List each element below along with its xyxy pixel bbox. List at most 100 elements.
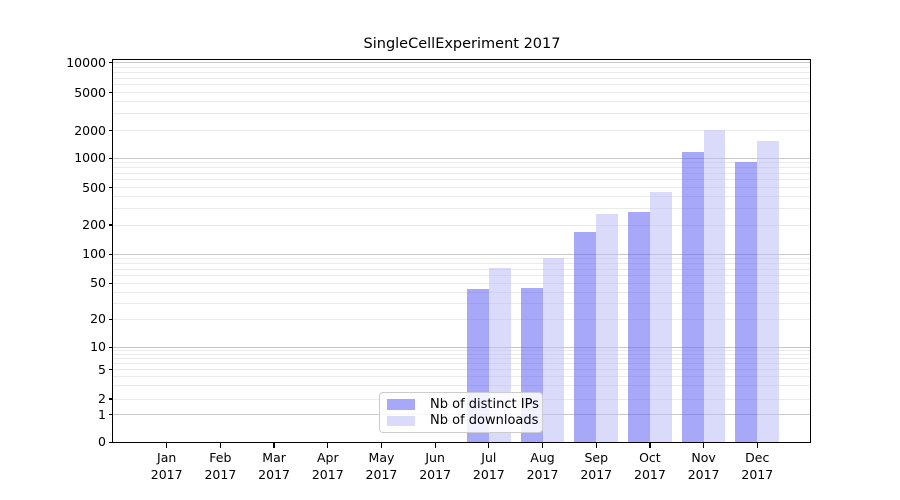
gridline-minor-2000: [113, 130, 810, 131]
x-tick-label-jan: Jan 2017: [150, 450, 183, 482]
x-tick-label-sep: Sep 2017: [580, 450, 613, 482]
gridline-minor-90: [113, 258, 810, 260]
gridline-minor-80: [113, 263, 810, 265]
y-tick-label-500: 500: [82, 179, 106, 195]
y-tick-label-5000: 5000: [74, 84, 106, 100]
x-tick-label-oct: Oct 2017: [634, 450, 666, 482]
gridline-minor-300: [113, 207, 810, 209]
bar-distinct-ips-oct: [628, 212, 650, 443]
bar-downloads-nov: [703, 129, 726, 443]
gridline-major-10000: [113, 62, 810, 64]
y-tick-mark-5: [108, 368, 113, 371]
gridline-minor-900: [113, 162, 810, 164]
x-tick-mark-apr: [327, 443, 329, 448]
x-tick-label-dec: Dec 2017: [741, 450, 774, 482]
x-tick-mark-jan: [166, 443, 168, 448]
y-tick-label-2: 2: [98, 391, 106, 406]
x-tick-mark-jun: [434, 443, 436, 448]
x-tick-mark-aug: [541, 443, 544, 448]
bar-distinct-ips-nov: [681, 151, 704, 443]
y-tick-mark-100: [108, 253, 113, 255]
y-tick-label-20: 20: [90, 311, 106, 327]
bar-distinct-ips-dec: [735, 162, 758, 443]
x-tick-label-apr: Apr 2017: [311, 450, 344, 482]
gridline-minor-4000: [113, 101, 810, 103]
x-tick-mark-mar: [273, 443, 275, 448]
x-tick-label-aug: Aug 2017: [526, 450, 559, 482]
gridline-minor-6: [113, 363, 810, 365]
gridline-minor-5: [113, 369, 810, 370]
gridline-minor-200: [113, 224, 810, 226]
y-tick-label-2000: 2000: [74, 122, 106, 138]
bar-downloads-aug: [542, 258, 565, 443]
y-tick-label-50: 50: [90, 275, 106, 291]
x-tick-label-feb: Feb 2017: [204, 450, 237, 482]
legend-label-distinct-ips: Nb of distinct IPs: [430, 396, 539, 412]
x-tick-mark-oct: [649, 443, 651, 448]
y-tick-mark-10000: [108, 62, 113, 64]
gridline-minor-600: [113, 179, 810, 181]
x-tick-mark-may: [380, 443, 383, 448]
gridline-minor-800: [113, 167, 810, 169]
y-tick-mark-200: [108, 224, 113, 226]
y-tick-label-1: 1: [98, 406, 106, 422]
bar-downloads-oct: [649, 191, 672, 443]
bar-downloads-sep: [596, 214, 619, 443]
x-tick-mark-feb: [219, 443, 222, 448]
x-tick-mark-sep: [595, 443, 597, 448]
y-tick-mark-10: [108, 346, 113, 348]
gridline-major-1000: [113, 157, 810, 159]
y-tick-mark-0: [108, 441, 113, 443]
x-tick-label-may: May 2017: [365, 450, 398, 482]
y-tick-label-1000: 1000: [74, 150, 106, 166]
gridline-major-10: [113, 346, 810, 348]
gridline-minor-60: [113, 275, 810, 277]
gridline-minor-40: [113, 291, 810, 293]
y-tick-mark-50: [108, 282, 113, 284]
gridline-minor-7: [113, 358, 810, 360]
gridline-minor-9000: [113, 66, 810, 68]
x-tick-mark-jul: [488, 443, 490, 448]
legend-label-downloads: Nb of downloads: [430, 413, 539, 429]
x-tick-label-jul: Jul 2017: [472, 450, 505, 482]
x-tick-label-nov: Nov 2017: [687, 450, 720, 482]
x-tick-label-jun: Jun 2017: [419, 450, 452, 482]
y-tick-mark-1: [108, 413, 113, 416]
gridline-minor-6000: [113, 84, 810, 86]
gridline-minor-8000: [113, 71, 810, 73]
y-tick-mark-2000: [108, 129, 113, 132]
y-tick-mark-500: [108, 187, 113, 189]
gridline-minor-3: [113, 385, 810, 387]
gridline-minor-5000: [113, 92, 810, 94]
x-tick-label-mar: Mar 2017: [258, 450, 290, 482]
y-tick-label-10: 10: [90, 339, 106, 355]
plot-area: [113, 60, 810, 443]
y-tick-label-5: 5: [98, 361, 106, 377]
x-tick-mark-nov: [702, 443, 705, 448]
gridline-minor-8: [113, 353, 810, 355]
legend-item-distinct-ips: Nb of distinct IPs: [387, 397, 539, 412]
gridline-minor-400: [113, 196, 810, 198]
x-tick-mark-dec: [756, 443, 758, 448]
gridline-minor-3000: [113, 113, 810, 115]
y-tick-mark-20: [108, 318, 113, 320]
y-tick-label-10000: 10000: [66, 54, 106, 70]
legend-swatch-downloads-icon: [387, 415, 415, 426]
legend-item-downloads: Nb of downloads: [387, 413, 539, 429]
gridline-minor-4: [113, 376, 810, 378]
gridline-major-100: [113, 253, 810, 255]
gridline-minor-50: [113, 282, 810, 284]
bar-distinct-ips-sep: [574, 232, 597, 443]
legend-swatch-distinct-ips-icon: [387, 399, 415, 410]
gridline-minor-30: [113, 302, 810, 304]
y-tick-mark-1000: [108, 157, 113, 159]
gridline-minor-70: [113, 268, 810, 270]
gridline-minor-9: [113, 350, 810, 352]
gridline-minor-700: [113, 172, 810, 174]
y-tick-mark-5000: [108, 92, 113, 94]
chart-title: SingleCellExperiment 2017: [363, 36, 561, 52]
y-tick-mark-2: [108, 398, 113, 400]
y-tick-label-200: 200: [82, 217, 106, 232]
bar-downloads-dec: [757, 141, 780, 443]
